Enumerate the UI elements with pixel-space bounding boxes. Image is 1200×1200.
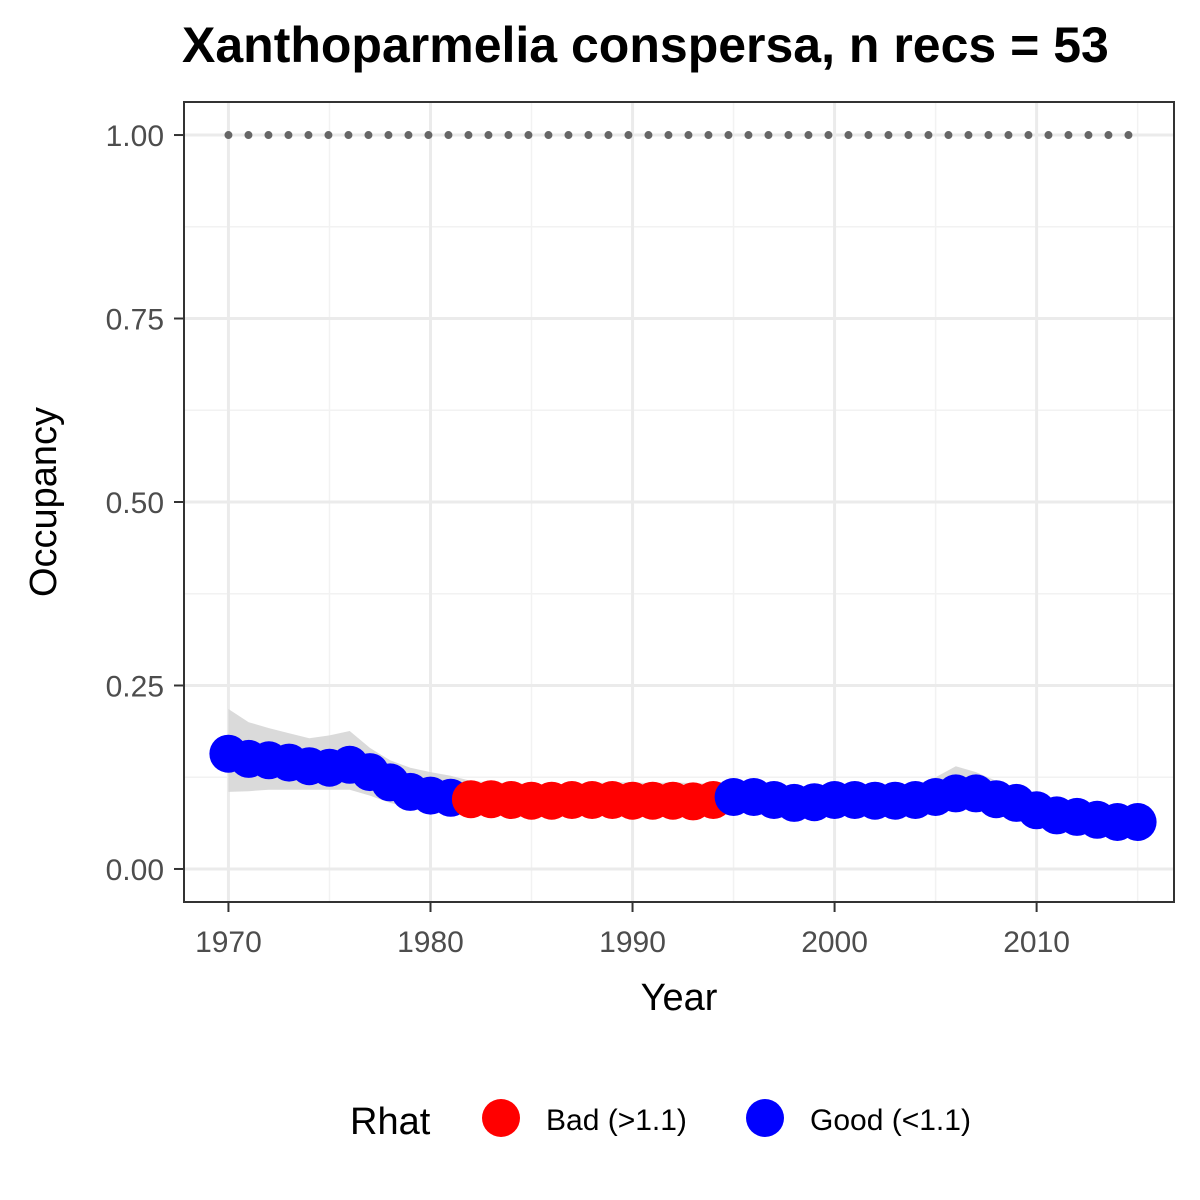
- x-tick-label: 1990: [599, 926, 666, 959]
- y-tick-label: 0.25: [106, 670, 164, 703]
- y-tick-label: 0.75: [106, 304, 164, 337]
- legend-label-good: Good (<1.1): [810, 1104, 971, 1137]
- x-tick-label: 1980: [397, 926, 464, 959]
- y-axis-title: Occupancy: [23, 407, 65, 597]
- legend-title: Rhat: [350, 1101, 431, 1143]
- x-tick-label: 2010: [1003, 926, 1070, 959]
- y-tick-label: 1.00: [106, 120, 164, 153]
- y-tick-label: 0.00: [106, 854, 164, 887]
- legend-swatch-bad: [482, 1099, 520, 1137]
- chart-title: Xanthoparmelia conspersa, n recs = 53: [182, 17, 1109, 73]
- legend-label-bad: Bad (>1.1): [546, 1104, 687, 1137]
- y-tick-label: 0.50: [106, 487, 164, 520]
- x-axis-title: Year: [641, 977, 718, 1019]
- x-tick-label: 2000: [801, 926, 868, 959]
- axes: 1970 1980 1990 2000 2010 0.00 0.25 0.50 0.75 1.00: [106, 120, 1070, 959]
- x-tick-label: 1970: [195, 926, 262, 959]
- legend-swatch-good: [746, 1099, 784, 1137]
- data-point-2015: [1119, 803, 1157, 841]
- legend: Rhat Bad (>1.1) Good (<1.1): [350, 1099, 971, 1143]
